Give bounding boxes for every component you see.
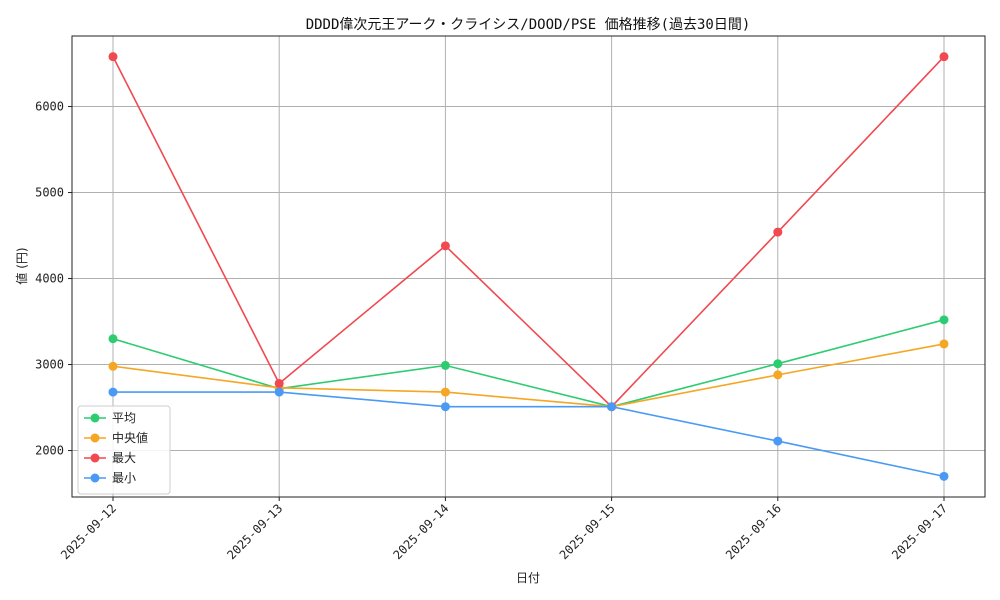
y-tick-label: 6000 (35, 100, 64, 114)
data-point (108, 52, 118, 62)
series-line (112, 319, 945, 408)
series-line (113, 391, 945, 478)
legend-swatch-marker (90, 473, 100, 483)
x-tick-label: 2025-09-16 (723, 501, 784, 562)
legend-label: 最大 (112, 451, 136, 465)
data-point (108, 387, 118, 397)
chart-title: DDDD偉次元王アーク・クライシス/DOOD/PSE 価格推移(過去30日間) (306, 17, 751, 33)
plot-area-frame (71, 35, 986, 498)
y-tick-label: 3000 (35, 358, 64, 372)
x-tick-label: 2025-09-12 (58, 501, 119, 562)
data-point (939, 52, 949, 62)
data-point (440, 402, 450, 412)
x-tick-label: 2025-09-14 (391, 501, 452, 562)
data-point (939, 339, 949, 349)
x-tick-label: 2025-09-15 (557, 501, 618, 562)
legend-label: 最小 (112, 471, 136, 485)
data-point (108, 334, 118, 344)
data-point (939, 315, 949, 325)
data-point (440, 241, 450, 251)
legend-label: 中央値 (112, 430, 148, 445)
data-point (773, 370, 783, 380)
legend-swatch-marker (90, 453, 100, 463)
data-point (607, 402, 617, 412)
grid-lines (72, 36, 985, 497)
series-line (112, 56, 945, 408)
legend-swatch-marker (90, 433, 100, 443)
data-point (939, 471, 949, 481)
series-group (108, 52, 949, 481)
data-point (773, 359, 783, 369)
series-line (112, 343, 945, 408)
y-tick-label: 2000 (35, 444, 64, 458)
data-point (773, 436, 783, 446)
legend-label: 平均 (112, 411, 136, 425)
y-tick-label: 5000 (35, 186, 64, 200)
data-point (440, 387, 450, 397)
x-tick-label: 2025-09-17 (889, 501, 950, 562)
legend-box (77, 405, 171, 495)
data-point (274, 387, 284, 397)
y-axis-title: 値 (円) (14, 247, 29, 284)
y-tick-label: 4000 (35, 272, 64, 286)
data-point (274, 378, 284, 388)
data-point (108, 361, 118, 371)
legend-swatch-marker (90, 413, 100, 423)
data-point (440, 360, 450, 370)
x-axis-title: 日付 (516, 571, 540, 585)
x-tick-label: 2025-09-13 (224, 501, 285, 562)
x-axis-ticks: 2025-09-12 2025-09-13 2025-09-14 2025-09-15… (58, 497, 950, 562)
y-axis-ticks: 2000 3000 4000 5000 6000 (35, 100, 72, 458)
data-point (773, 227, 783, 237)
